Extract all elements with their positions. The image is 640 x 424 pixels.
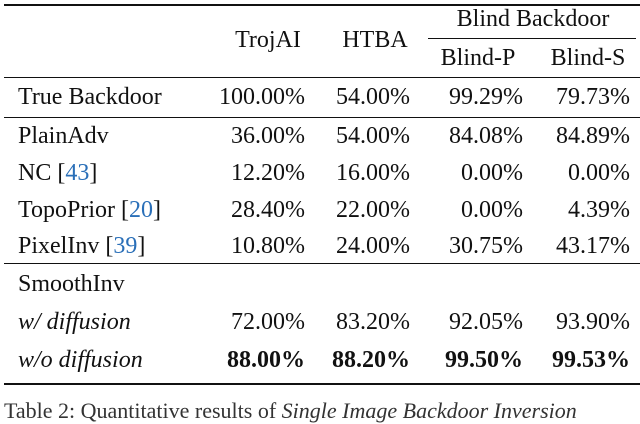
subcolumn-header: Blind-P xyxy=(440,45,516,71)
cell-value: 28.40% xyxy=(231,197,305,223)
cell-value: 100.00% xyxy=(219,84,305,110)
cell-value: 36.00% xyxy=(231,123,305,149)
row-label: NC [43] xyxy=(18,161,97,185)
cell-value: 83.20% xyxy=(336,309,410,335)
row-label: w/ diffusion xyxy=(18,310,131,334)
cell-value: 99.29% xyxy=(449,84,523,110)
label-text: NC [ xyxy=(18,160,66,186)
cell-value: 84.08% xyxy=(449,123,523,149)
label-text: ] xyxy=(152,197,161,223)
label-text: True Backdoor xyxy=(18,84,162,110)
cell-value: 16.00% xyxy=(336,160,410,186)
cell-value: 54.00% xyxy=(336,123,410,149)
label-text: TopoPrior [ xyxy=(18,197,129,223)
cell-value: 12.20% xyxy=(231,160,305,186)
cell-value: 43.17% xyxy=(556,233,630,259)
subcolumn-header: Blind-S xyxy=(550,45,626,71)
top-rule xyxy=(4,4,640,6)
label-text: SmoothInv xyxy=(18,271,125,297)
label-text: PixelInv [ xyxy=(18,233,114,259)
cell-value: 84.89% xyxy=(556,123,630,149)
cell-value: 30.75% xyxy=(449,233,523,259)
cell-value: 10.80% xyxy=(231,233,305,259)
cell-value: 22.00% xyxy=(336,197,410,223)
caption-emphasis: Single Image Backdoor Inversion xyxy=(281,398,577,423)
label-text: w/ diffusion xyxy=(18,309,131,335)
row-label: True Backdoor xyxy=(18,85,162,109)
row-label: TopoPrior [20] xyxy=(18,198,161,222)
cell-value: 4.39% xyxy=(568,197,630,223)
column-header: TrojAI xyxy=(235,27,301,53)
cell-value: 99.50% xyxy=(445,347,523,373)
cell-value: 0.00% xyxy=(461,197,523,223)
cell-value: 0.00% xyxy=(461,160,523,186)
row-label: PixelInv [39] xyxy=(18,234,145,258)
cell-value: 99.53% xyxy=(552,347,630,373)
cell-value: 88.00% xyxy=(227,347,305,373)
header-rule xyxy=(4,77,640,78)
caption-text: Table 2: Quantitative results of xyxy=(4,398,282,423)
group-rule xyxy=(428,38,636,39)
cell-value: 88.20% xyxy=(332,347,410,373)
caption: Table 2: Quantitative results of Single … xyxy=(4,398,577,424)
cell-value: 72.00% xyxy=(231,309,305,335)
label-text: PlainAdv xyxy=(18,123,109,149)
row-rule xyxy=(4,263,640,264)
citation: 39 xyxy=(113,233,138,259)
label-text: ] xyxy=(89,160,98,186)
column-header: HTBA xyxy=(342,27,408,53)
row-label: w/o diffusion xyxy=(18,348,143,372)
citation: 20 xyxy=(128,197,153,223)
bottom-rule xyxy=(4,383,640,385)
row-label: SmoothInv xyxy=(18,272,125,296)
cell-value: 24.00% xyxy=(336,233,410,259)
label-text: w/o diffusion xyxy=(18,347,143,373)
cell-value: 0.00% xyxy=(568,160,630,186)
row-label: PlainAdv xyxy=(18,124,109,148)
citation: 43 xyxy=(65,160,90,186)
group-header: Blind Backdoor xyxy=(456,6,610,32)
row-rule xyxy=(4,117,640,118)
label-text: ] xyxy=(137,233,146,259)
cell-value: 92.05% xyxy=(449,309,523,335)
cell-value: 93.90% xyxy=(556,309,630,335)
cell-value: 79.73% xyxy=(556,84,630,110)
cell-value: 54.00% xyxy=(336,84,410,110)
